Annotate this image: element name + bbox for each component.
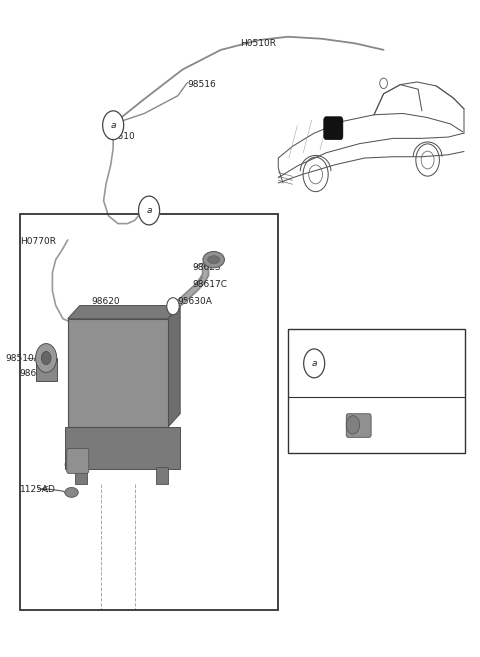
Text: 98516: 98516: [187, 80, 216, 89]
FancyBboxPatch shape: [67, 449, 89, 474]
Bar: [65, 427, 180, 470]
Ellipse shape: [208, 256, 220, 263]
Text: 98620: 98620: [92, 297, 120, 306]
Circle shape: [346, 416, 360, 434]
Circle shape: [103, 111, 124, 140]
Text: H0510R: H0510R: [240, 39, 276, 48]
Text: 98610: 98610: [106, 132, 135, 141]
Text: a: a: [110, 121, 116, 130]
Bar: [68, 319, 168, 427]
Circle shape: [36, 344, 57, 373]
Circle shape: [304, 349, 324, 378]
Text: 98617C: 98617C: [192, 280, 227, 289]
Text: 98520D: 98520D: [63, 462, 98, 470]
Text: a: a: [146, 206, 152, 215]
Bar: [75, 468, 87, 484]
Text: a: a: [312, 359, 317, 368]
Polygon shape: [168, 306, 180, 427]
Ellipse shape: [65, 487, 78, 497]
Bar: [156, 468, 168, 484]
Text: 98622: 98622: [20, 369, 48, 378]
Text: 81199: 81199: [336, 349, 364, 358]
Text: 98510A: 98510A: [5, 353, 40, 363]
FancyBboxPatch shape: [346, 414, 371, 438]
Text: 1125AD: 1125AD: [20, 485, 56, 493]
Text: 95630A: 95630A: [178, 297, 213, 306]
Text: 81199: 81199: [333, 359, 362, 368]
Bar: [36, 358, 57, 381]
Polygon shape: [68, 306, 180, 319]
Bar: [288, 328, 465, 453]
Text: H0770R: H0770R: [20, 237, 56, 246]
Circle shape: [167, 298, 179, 315]
FancyBboxPatch shape: [324, 117, 343, 140]
Text: 98623: 98623: [192, 263, 221, 272]
Ellipse shape: [203, 252, 225, 268]
Bar: [20, 214, 278, 610]
Circle shape: [41, 351, 51, 365]
Circle shape: [139, 196, 159, 225]
